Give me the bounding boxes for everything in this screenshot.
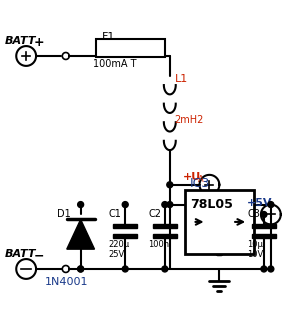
Text: 25V: 25V	[108, 250, 125, 259]
Circle shape	[261, 266, 267, 272]
Circle shape	[162, 202, 168, 208]
Bar	[153, 234, 177, 238]
Text: 100n: 100n	[148, 240, 169, 249]
Circle shape	[78, 266, 84, 272]
Circle shape	[268, 266, 274, 272]
Text: +U: +U	[183, 172, 201, 182]
Text: D1: D1	[57, 209, 71, 219]
Text: −: −	[34, 249, 45, 262]
Circle shape	[78, 266, 84, 272]
Text: 10μ: 10μ	[247, 240, 263, 249]
Circle shape	[78, 202, 84, 208]
Text: +5V: +5V	[247, 198, 273, 208]
Text: IC3: IC3	[189, 177, 210, 190]
Circle shape	[268, 202, 274, 208]
Bar	[96, 39, 165, 57]
Text: 1N4001: 1N4001	[45, 277, 89, 287]
Bar	[252, 224, 276, 228]
Circle shape	[261, 212, 267, 218]
Circle shape	[162, 266, 168, 272]
Text: 10V: 10V	[247, 250, 263, 259]
Circle shape	[167, 182, 173, 188]
Text: L1: L1	[175, 74, 188, 84]
Text: C1: C1	[108, 209, 121, 219]
Text: +: +	[34, 36, 45, 49]
Circle shape	[167, 202, 173, 208]
Bar	[113, 224, 137, 228]
Polygon shape	[67, 220, 94, 249]
Text: BATT: BATT	[4, 249, 36, 259]
Bar	[153, 224, 177, 228]
Text: C2: C2	[148, 209, 161, 219]
Bar	[113, 234, 137, 238]
Bar	[185, 190, 254, 254]
Circle shape	[122, 202, 128, 208]
Text: 220μ: 220μ	[108, 240, 129, 249]
Text: 2mH2: 2mH2	[174, 116, 203, 125]
Text: C3: C3	[247, 209, 260, 219]
Text: F1: F1	[102, 32, 115, 42]
Circle shape	[122, 266, 128, 272]
Text: BATT: BATT	[4, 36, 36, 46]
Bar	[252, 234, 276, 238]
Text: 78L05: 78L05	[191, 198, 233, 211]
Text: A: A	[198, 175, 203, 184]
Text: 100mA T: 100mA T	[93, 59, 136, 69]
